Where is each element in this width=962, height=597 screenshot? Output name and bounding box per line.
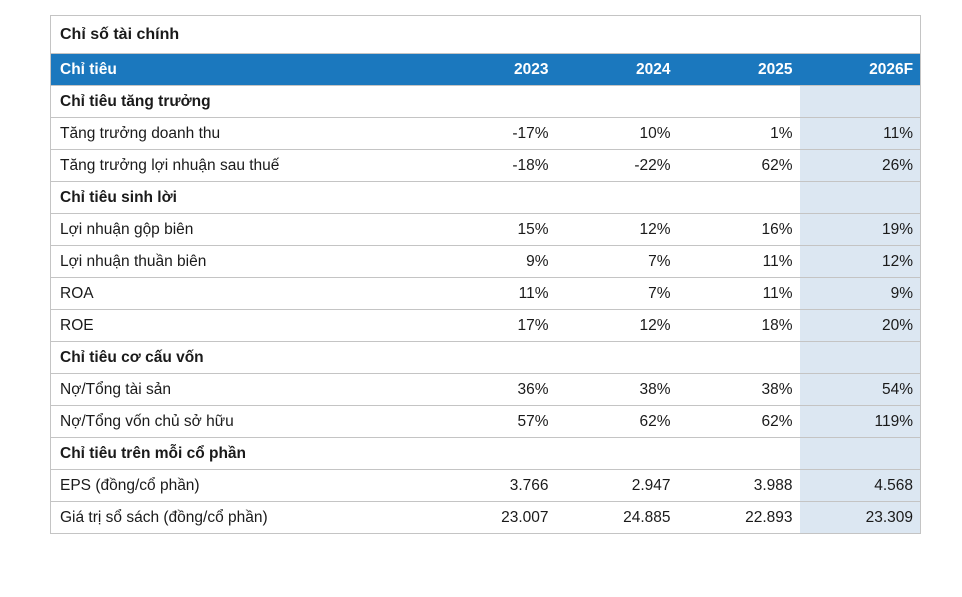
cell-value-forecast: [799, 181, 921, 214]
cell-value: 2.947: [555, 469, 678, 502]
financial-indicators-table: Chỉ số tài chính Chỉ tiêu 2023 2024 2025…: [50, 15, 922, 534]
table-row: ROA 11% 7% 11% 9%: [50, 277, 921, 310]
cell-value: -18%: [433, 149, 556, 182]
table-row: Lợi nhuận gộp biên 15% 12% 16% 19%: [50, 213, 921, 246]
cell-value: 18%: [677, 309, 800, 342]
cell-value: 17%: [433, 309, 556, 342]
cell-value: 10%: [555, 117, 678, 150]
cell-value-forecast: [799, 437, 921, 470]
cell-value: 9%: [433, 245, 556, 278]
table-title-row: Chỉ số tài chính: [50, 15, 921, 54]
cell-value: [555, 85, 678, 118]
cell-value: [555, 341, 678, 374]
table-row: ROE 17% 12% 18% 20%: [50, 309, 921, 342]
header-year-2023: 2023: [433, 53, 556, 86]
cell-value: 22.893: [677, 501, 800, 534]
cell-value: 16%: [677, 213, 800, 246]
cell-value: 12%: [555, 213, 678, 246]
table-title: Chỉ số tài chính: [50, 15, 921, 54]
row-label: ROE: [50, 309, 434, 342]
cell-value-forecast: 20%: [799, 309, 921, 342]
cell-value: 11%: [677, 245, 800, 278]
table-row: Giá trị sổ sách (đồng/cổ phần) 23.007 24.8…: [50, 501, 921, 534]
cell-value-forecast: 23.309: [799, 501, 921, 534]
row-label: Nợ/Tổng vốn chủ sở hữu: [50, 405, 434, 438]
cell-value: 24.885: [555, 501, 678, 534]
cell-value-forecast: 119%: [799, 405, 921, 438]
cell-value: 15%: [433, 213, 556, 246]
cell-value: -22%: [555, 149, 678, 182]
row-label: Chỉ tiêu sinh lời: [50, 181, 434, 214]
row-label: Tăng trưởng lợi nhuận sau thuế: [50, 149, 434, 182]
cell-value: [433, 85, 556, 118]
cell-value: 38%: [555, 373, 678, 406]
table-row: Tăng trưởng lợi nhuận sau thuế -18% -22% 62…: [50, 149, 921, 182]
cell-value: [677, 181, 800, 214]
cell-value: [433, 341, 556, 374]
cell-value: [677, 85, 800, 118]
table-row: Lợi nhuận thuần biên 9% 7% 11% 12%: [50, 245, 921, 278]
row-label: Lợi nhuận gộp biên: [50, 213, 434, 246]
header-year-2024: 2024: [555, 53, 678, 86]
cell-value-forecast: 19%: [799, 213, 921, 246]
section-row: Chỉ tiêu trên mỗi cổ phần: [50, 437, 921, 470]
cell-value: -17%: [433, 117, 556, 150]
cell-value: [677, 341, 800, 374]
cell-value: 38%: [677, 373, 800, 406]
cell-value-forecast: [799, 341, 921, 374]
section-row: Chỉ tiêu tăng trưởng: [50, 85, 921, 118]
cell-value: [677, 437, 800, 470]
row-label: Tăng trưởng doanh thu: [50, 117, 434, 150]
section-row: Chỉ tiêu cơ cấu vốn: [50, 341, 921, 374]
row-label: EPS (đồng/cổ phần): [50, 469, 434, 502]
table-body: Chỉ tiêu tăng trưởng Tăng trưởng doanh th…: [50, 85, 921, 534]
cell-value: 62%: [677, 149, 800, 182]
row-label: Chỉ tiêu cơ cấu vốn: [50, 341, 434, 374]
cell-value: 7%: [555, 277, 678, 310]
cell-value: 57%: [433, 405, 556, 438]
cell-value: [555, 181, 678, 214]
row-label: Giá trị sổ sách (đồng/cổ phần): [50, 501, 434, 534]
cell-value-forecast: 9%: [799, 277, 921, 310]
header-year-2026f: 2026F: [799, 53, 921, 86]
cell-value: 62%: [677, 405, 800, 438]
row-label: Chỉ tiêu tăng trưởng: [50, 85, 434, 118]
cell-value-forecast: 11%: [799, 117, 921, 150]
row-label: Lợi nhuận thuần biên: [50, 245, 434, 278]
cell-value: 7%: [555, 245, 678, 278]
cell-value: 3.766: [433, 469, 556, 502]
cell-value: 23.007: [433, 501, 556, 534]
cell-value: 11%: [677, 277, 800, 310]
cell-value: [555, 437, 678, 470]
table-row: Nợ/Tổng tài sản 36% 38% 38% 54%: [50, 373, 921, 406]
table-row: Nợ/Tổng vốn chủ sở hữu 57% 62% 62% 119%: [50, 405, 921, 438]
cell-value: 11%: [433, 277, 556, 310]
cell-value: 3.988: [677, 469, 800, 502]
section-row: Chỉ tiêu sinh lời: [50, 181, 921, 214]
cell-value: [433, 181, 556, 214]
row-label: Nợ/Tổng tài sản: [50, 373, 434, 406]
cell-value: [433, 437, 556, 470]
cell-value-forecast: 12%: [799, 245, 921, 278]
cell-value-forecast: 26%: [799, 149, 921, 182]
table-row: Tăng trưởng doanh thu -17% 10% 1% 11%: [50, 117, 921, 150]
cell-value-forecast: 54%: [799, 373, 921, 406]
table-header-row: Chỉ tiêu 2023 2024 2025 2026F: [50, 53, 921, 86]
cell-value: 36%: [433, 373, 556, 406]
cell-value-forecast: [799, 85, 921, 118]
header-label: Chỉ tiêu: [50, 53, 434, 86]
row-label: Chỉ tiêu trên mỗi cổ phần: [50, 437, 434, 470]
cell-value: 12%: [555, 309, 678, 342]
cell-value: 1%: [677, 117, 800, 150]
table-row: EPS (đồng/cổ phần) 3.766 2.947 3.988 4.568: [50, 469, 921, 502]
cell-value-forecast: 4.568: [799, 469, 921, 502]
header-year-2025: 2025: [677, 53, 800, 86]
cell-value: 62%: [555, 405, 678, 438]
row-label: ROA: [50, 277, 434, 310]
